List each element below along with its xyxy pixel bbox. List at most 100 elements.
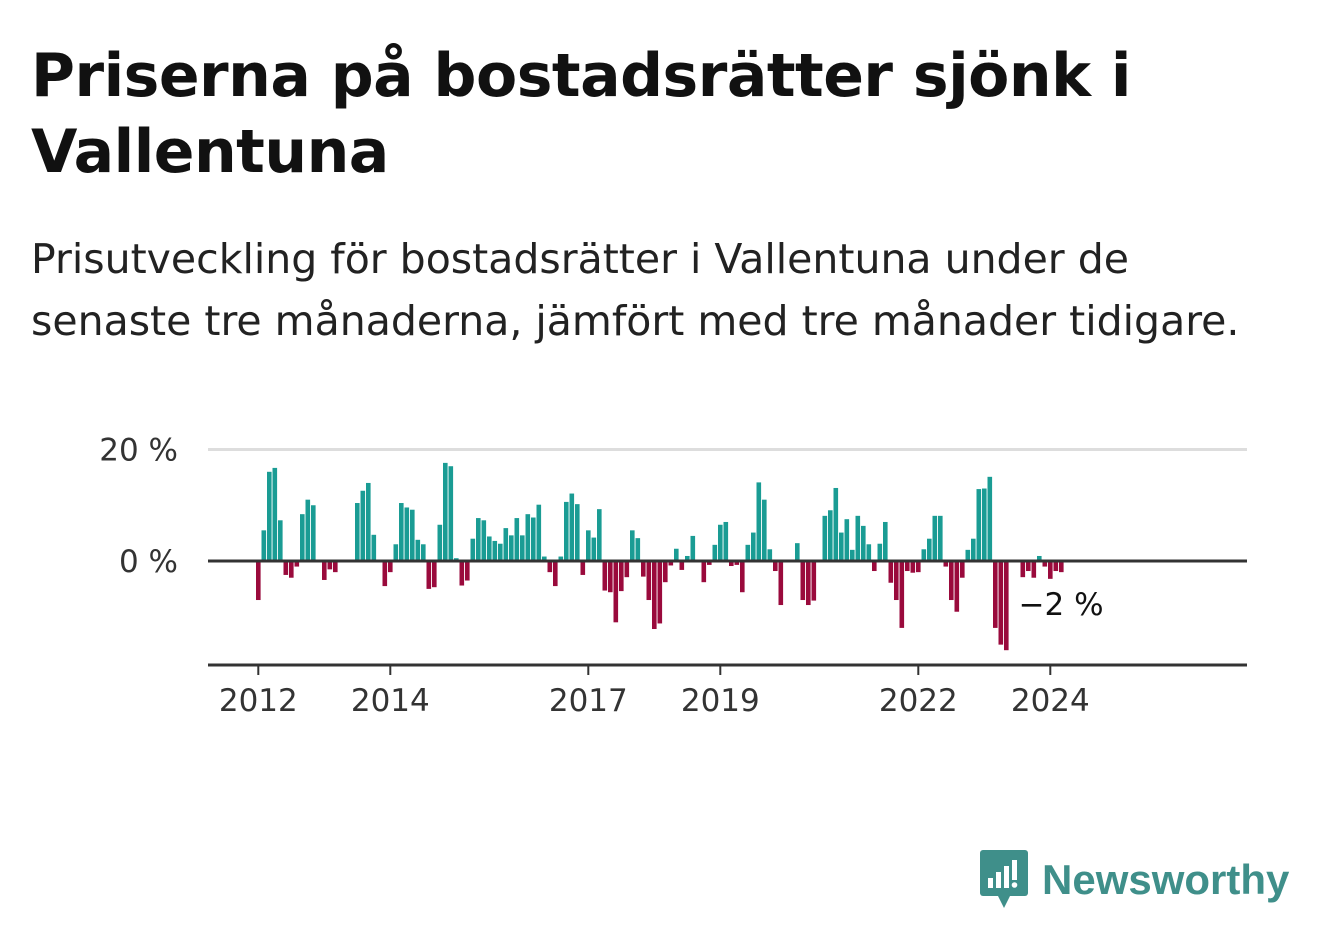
bar [487, 536, 492, 561]
bar [426, 561, 432, 589]
bar [762, 499, 767, 561]
bar [333, 561, 338, 573]
bar [366, 482, 371, 561]
bar [883, 521, 888, 561]
newsworthy-logo-icon [980, 850, 1028, 908]
bar [597, 509, 602, 561]
bar [806, 561, 811, 606]
bar [531, 517, 536, 561]
bar [800, 561, 806, 601]
bar [630, 530, 635, 561]
bar [509, 535, 514, 561]
bar [437, 524, 443, 561]
bar [690, 535, 696, 561]
bar [267, 471, 272, 561]
bar [855, 515, 861, 561]
bar [811, 561, 817, 601]
bar [663, 561, 668, 583]
bar [294, 561, 300, 567]
bar [635, 538, 641, 561]
bar [371, 534, 377, 561]
axes [208, 559, 1247, 675]
bar [751, 532, 756, 561]
bar [987, 476, 993, 561]
bar [1037, 555, 1042, 561]
bar [844, 519, 850, 561]
bar [795, 543, 800, 561]
bar [608, 561, 613, 593]
bar [899, 561, 905, 628]
bar [932, 515, 938, 561]
y-tick-label: 0 % [119, 544, 178, 580]
last-value-annotation: −2 % [1019, 587, 1104, 623]
bar [399, 503, 404, 561]
bar [971, 538, 976, 561]
bar [712, 544, 718, 561]
bar [305, 499, 311, 561]
bar [943, 561, 949, 567]
bar [767, 549, 773, 561]
bar [410, 509, 415, 561]
bar [982, 488, 987, 561]
bar [833, 487, 839, 561]
bar [514, 518, 520, 561]
bar [954, 561, 960, 612]
bar [448, 466, 454, 561]
bar [553, 561, 558, 587]
bar [729, 561, 734, 567]
bar [850, 549, 855, 561]
bar [388, 561, 393, 573]
bar [624, 561, 630, 578]
bar [432, 561, 437, 588]
bar [949, 561, 954, 601]
bar [393, 544, 399, 561]
bar [839, 532, 844, 561]
bar [998, 561, 1004, 645]
bar [734, 561, 740, 565]
x-tick-label: 2022 [879, 683, 958, 719]
bar [701, 561, 707, 583]
bar [289, 561, 294, 578]
chart-title: Priserna på bostadsrätter sjönk i Vallen… [31, 41, 1131, 187]
bar [525, 514, 531, 561]
bar [740, 561, 745, 593]
bar [278, 520, 283, 561]
bar [564, 501, 569, 561]
bar [1042, 561, 1048, 567]
bar [470, 538, 476, 561]
chart-subtitle: Prisutveckling för bostadsrätter i Valle… [31, 235, 1240, 345]
bar [498, 543, 503, 561]
bar [272, 467, 278, 561]
bar [1020, 561, 1026, 578]
bar [283, 561, 289, 575]
bar [894, 561, 899, 601]
x-tick-label: 2019 [681, 683, 760, 719]
bar [828, 510, 833, 561]
bar [569, 493, 575, 561]
bar [927, 538, 932, 561]
bar [657, 561, 663, 624]
x-tick-label: 2014 [351, 683, 430, 719]
bar [261, 530, 267, 561]
bar [300, 514, 305, 561]
bar [861, 525, 866, 561]
bar [773, 561, 778, 572]
bar [476, 518, 481, 561]
bar [591, 537, 597, 561]
bar [492, 540, 498, 561]
bar [976, 489, 982, 561]
bar [888, 561, 894, 583]
bar [723, 521, 729, 561]
bar [778, 561, 784, 606]
bar [707, 561, 712, 565]
bar [679, 561, 685, 570]
bar [322, 561, 327, 580]
bar [415, 539, 421, 561]
bar [641, 561, 646, 577]
bar [756, 482, 762, 561]
bar [503, 528, 509, 561]
brand-name: Newsworthy [1042, 856, 1290, 903]
bar [465, 561, 470, 581]
bar [542, 556, 547, 561]
x-tick-label: 2024 [1011, 683, 1090, 719]
